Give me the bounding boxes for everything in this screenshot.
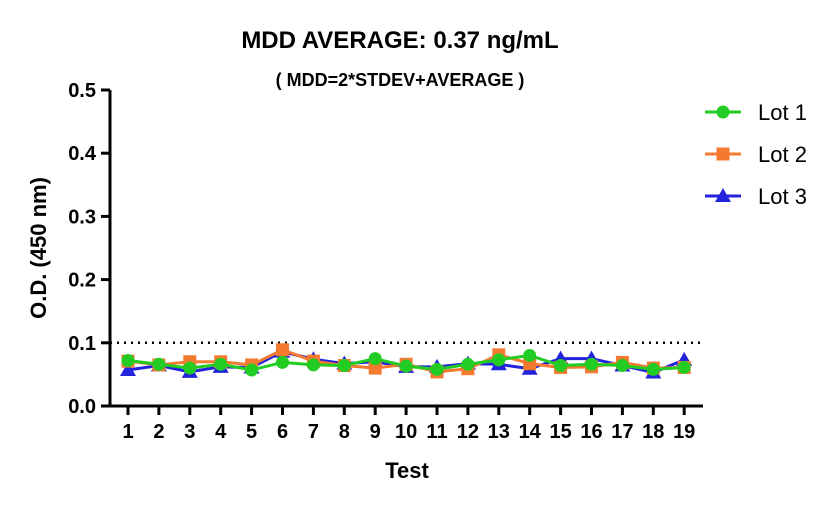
x-tick-label: 3 [184, 421, 195, 443]
data-point [399, 359, 413, 373]
legend-label: Lot 3 [758, 184, 807, 209]
data-point [492, 353, 506, 367]
chart-subtitle: ( MDD=2*STDEV+AVERAGE ) [276, 70, 525, 90]
data-point [245, 363, 259, 377]
legend-marker [715, 188, 731, 202]
x-tick-label: 1 [122, 421, 133, 443]
data-point [120, 361, 136, 376]
x-tick-label: 12 [457, 421, 479, 443]
x-tick-label: 5 [246, 421, 257, 443]
data-point [677, 360, 691, 374]
x-tick-label: 9 [370, 421, 381, 443]
legend-label: Lot 2 [758, 142, 807, 167]
data-point [276, 343, 289, 357]
data-point [337, 359, 351, 373]
legend-item-lot-1: Lot 1 [705, 100, 807, 125]
y-tick-label: 0.0 [68, 396, 96, 418]
x-tick-label: 11 [426, 421, 447, 443]
data-point [368, 361, 382, 375]
data-point [585, 357, 598, 371]
x-tick-label: 16 [580, 421, 602, 443]
legend-item-lot-2: Lot 2 [705, 142, 807, 167]
y-tick-label: 0.1 [68, 333, 96, 355]
legend-item-lot-3: Lot 3 [705, 184, 807, 209]
x-axis-label: Test [385, 458, 429, 483]
chart-title: MDD AVERAGE: 0.37 ng/mL [241, 27, 558, 54]
x-tick-label: 7 [308, 421, 319, 443]
data-point [214, 357, 228, 371]
x-tick-label: 10 [395, 421, 417, 443]
x-tick-label: 6 [277, 421, 288, 443]
data-point [554, 359, 568, 373]
x-tick-label: 13 [488, 421, 510, 443]
x-tick-label: 15 [549, 421, 571, 443]
legend: Lot 1 Lot 2 Lot 3 [705, 100, 807, 209]
data-point [430, 362, 444, 376]
data-point [121, 353, 135, 367]
data-point [306, 358, 320, 372]
data-point [152, 357, 166, 371]
y-tick-label: 0.2 [68, 270, 96, 292]
data-point [646, 362, 660, 376]
x-tick-label: 19 [673, 421, 695, 443]
x-tick-label: 14 [519, 421, 542, 443]
y-tick-label: 0.3 [68, 206, 96, 228]
y-axis-label: O.D. (450 nm) [26, 177, 51, 319]
x-tick-label: 2 [153, 421, 164, 443]
y-tick-label: 0.4 [68, 143, 97, 165]
legend-marker [716, 147, 730, 161]
x-tick-label: 8 [339, 421, 350, 443]
y-tick-label: 0.5 [68, 80, 96, 102]
axes: 0.00.10.20.30.40.51 2 3 4 5 6 7 8 9 10 11 12 13 14 15 1… [68, 80, 703, 443]
plot-area [110, 341, 703, 379]
legend-marker [716, 105, 730, 119]
x-tick-label: 17 [611, 421, 633, 443]
data-point [615, 359, 629, 373]
data-point [461, 357, 475, 371]
x-tick-label: 18 [642, 421, 664, 443]
data-point [368, 352, 382, 366]
legend-label: Lot 1 [758, 100, 807, 125]
data-point [183, 361, 197, 375]
data-point [523, 348, 537, 362]
series-lot-1 [121, 348, 691, 377]
data-point [276, 355, 289, 369]
x-tick-label: 4 [215, 421, 227, 443]
